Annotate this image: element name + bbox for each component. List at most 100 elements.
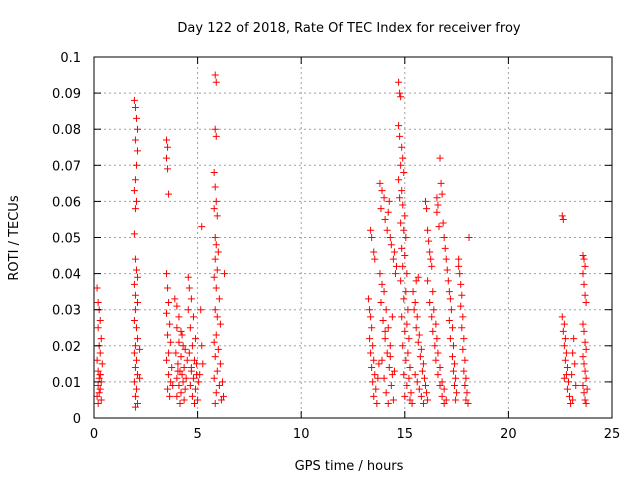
data-point [580, 327, 588, 335]
data-point [163, 270, 171, 278]
data-point [440, 400, 448, 408]
data-point [433, 194, 441, 202]
data-point [164, 385, 172, 393]
data-point [397, 219, 405, 227]
data-point [402, 288, 410, 296]
data-point [401, 392, 409, 400]
data-point [567, 400, 575, 408]
data-point [462, 374, 470, 382]
y-tick-label: 0.06 [52, 195, 81, 210]
data-point [130, 230, 138, 238]
data-point [391, 270, 399, 278]
data-point [368, 363, 376, 371]
data-point [461, 356, 469, 364]
data-point [164, 284, 172, 292]
data-point [131, 363, 139, 371]
data-point [167, 378, 175, 386]
data-point [458, 291, 466, 299]
data-point [367, 313, 375, 321]
data-point [581, 396, 589, 404]
x-tick-label: 15 [397, 427, 414, 442]
data-point [182, 374, 190, 382]
data-point [411, 371, 419, 379]
data-point [582, 400, 590, 408]
data-point [130, 96, 138, 104]
data-point [192, 335, 200, 343]
data-point [134, 335, 142, 343]
data-point [132, 266, 140, 274]
data-point [96, 371, 104, 379]
data-point [166, 320, 174, 328]
data-point [581, 367, 589, 375]
data-point [372, 385, 380, 393]
data-point [406, 363, 414, 371]
data-point [560, 374, 568, 382]
data-point [177, 353, 185, 361]
data-point [440, 234, 448, 241]
data-point [130, 378, 138, 386]
data-point [376, 270, 384, 278]
data-point [429, 327, 437, 335]
data-point [383, 349, 391, 357]
data-point [438, 392, 446, 400]
data-point [373, 400, 381, 408]
data-point [581, 291, 589, 299]
data-point [215, 295, 223, 303]
data-point [389, 396, 397, 404]
data-point [442, 255, 450, 263]
data-point [183, 356, 191, 364]
data-point [451, 382, 459, 390]
data-point [428, 262, 436, 270]
data-point [382, 389, 390, 397]
data-point [431, 342, 439, 350]
data-point [395, 176, 403, 184]
data-point [375, 360, 383, 368]
data-point [420, 374, 428, 382]
data-point [131, 255, 139, 263]
data-point [571, 360, 579, 368]
data-point [165, 349, 173, 357]
data-point [559, 327, 567, 335]
data-point [380, 374, 388, 382]
data-point [163, 356, 171, 364]
data-point [95, 389, 103, 397]
data-point [214, 345, 222, 353]
data-point [401, 327, 409, 335]
data-point [563, 363, 571, 371]
data-point [189, 313, 197, 321]
data-point [211, 353, 219, 361]
data-point [192, 385, 200, 393]
data-point [464, 400, 472, 408]
data-point [452, 374, 460, 382]
data-point [189, 374, 197, 382]
data-point [582, 345, 590, 353]
y-tick-label: 0.1 [60, 51, 81, 66]
data-point [130, 317, 138, 325]
data-point [132, 385, 140, 393]
data-point [581, 338, 589, 346]
data-point [425, 237, 433, 245]
data-point [131, 136, 139, 144]
data-point [178, 331, 186, 339]
data-point [132, 161, 140, 169]
data-point [199, 360, 207, 368]
data-point [569, 349, 577, 357]
data-point [438, 190, 446, 198]
data-point [434, 201, 442, 209]
data-point [426, 298, 434, 306]
data-point [220, 392, 227, 400]
data-point [433, 335, 441, 343]
x-tick-labels: 0 5 10 15 20 25 [90, 427, 620, 442]
data-point [97, 396, 105, 404]
data-point [428, 313, 436, 321]
data-point [558, 212, 566, 220]
data-point [94, 382, 102, 390]
data-point [190, 400, 198, 408]
data-point [378, 356, 386, 364]
data-point [572, 382, 580, 390]
data-point [131, 291, 139, 299]
data-point [131, 306, 139, 314]
data-point [396, 89, 404, 97]
data-point [136, 374, 144, 382]
data-point [163, 154, 171, 162]
